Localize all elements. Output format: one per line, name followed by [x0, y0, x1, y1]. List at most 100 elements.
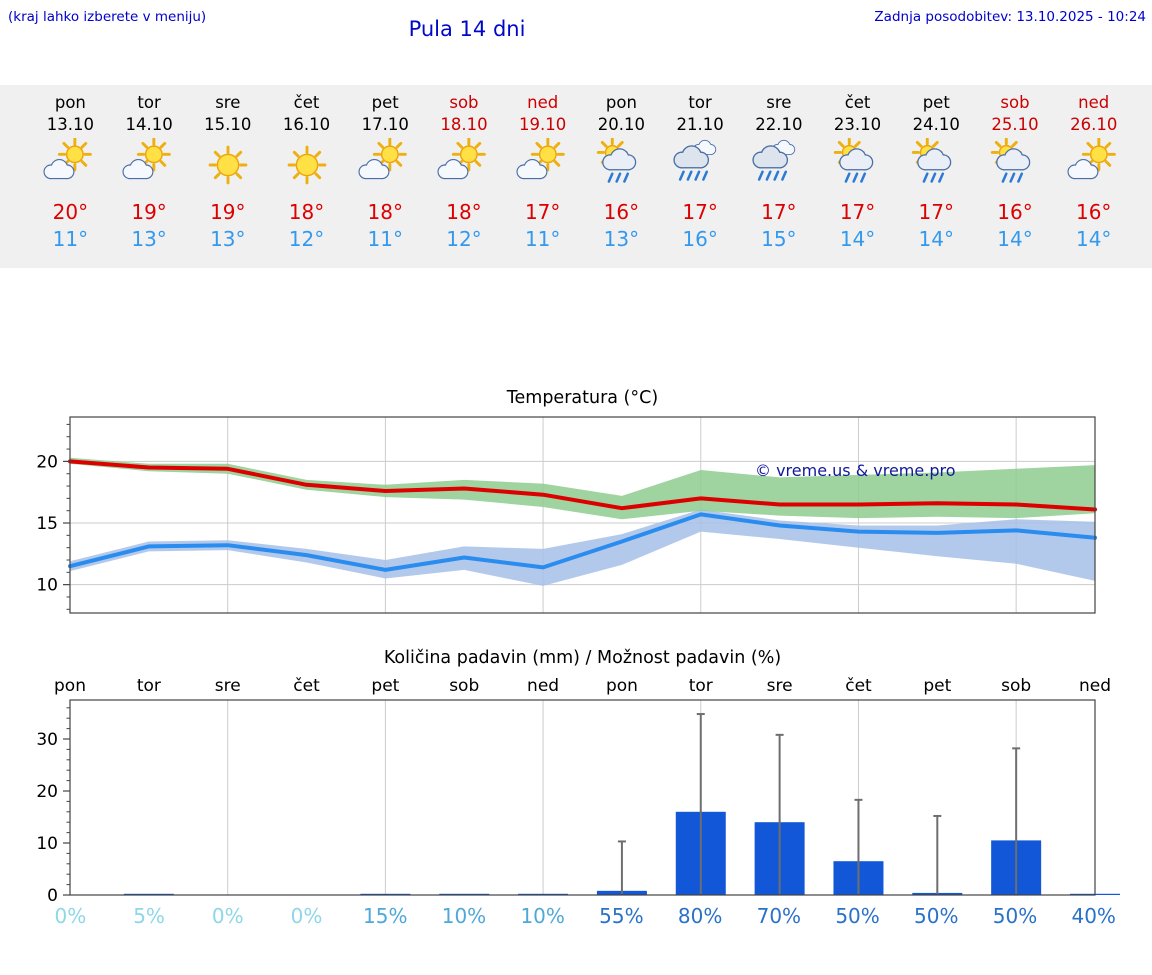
- day-date-label: 20.10: [597, 115, 646, 134]
- day-name-label: sob: [449, 93, 479, 112]
- precip-probability: 10%: [520, 904, 565, 928]
- day-axis-label: tor: [137, 676, 161, 696]
- day-name-label: pon: [54, 93, 86, 112]
- day-name-label: tor: [137, 93, 161, 112]
- high-temp: 17°: [839, 200, 876, 224]
- day-date-label: 17.10: [361, 115, 409, 134]
- low-temp: 12°: [446, 227, 482, 251]
- partly-cloudy-icon: [433, 137, 495, 192]
- day-axis-label: pet: [371, 676, 399, 696]
- low-temp: 16°: [682, 227, 718, 251]
- low-temp: 13°: [131, 227, 167, 251]
- low-temp: 13°: [603, 227, 640, 251]
- precip-probability: 0%: [290, 904, 323, 928]
- precip-probability: 10%: [441, 904, 487, 928]
- forecast-day: sob 18.10 18° 12°: [425, 85, 504, 268]
- rain-icon: [669, 138, 731, 192]
- day-name-label: čet: [844, 93, 871, 112]
- y-tick-label: 10: [36, 834, 58, 854]
- day-date-label: 18.10: [440, 115, 488, 134]
- precip-probability-row: 0% 5% 0% 0% 15% 10% 10% 55% 80% 70% 50% 50% 50% 40%: [31, 902, 1133, 930]
- high-temp: 19°: [210, 200, 246, 224]
- sun-rain-icon: [590, 136, 652, 192]
- high-temp: 18°: [446, 200, 482, 224]
- day-axis-label: tor: [689, 676, 713, 696]
- low-temp: 13°: [210, 227, 246, 251]
- sun-rain-icon: [984, 136, 1046, 192]
- low-temp: 11°: [524, 227, 561, 251]
- y-tick-label: 20: [36, 782, 58, 802]
- forecast-day: sre 15.10 19° 13°: [188, 85, 267, 268]
- y-tick-label: 10: [36, 576, 58, 596]
- forecast-day: pet 24.10 17° 14°: [897, 85, 976, 268]
- high-temp: 18°: [288, 200, 325, 224]
- day-date-label: 24.10: [912, 115, 960, 134]
- precip-probability: 50%: [835, 904, 880, 928]
- day-axis-label: sre: [767, 676, 793, 696]
- temperature-chart: © vreme.us & vreme.pro 10 15 20: [36, 416, 1097, 614]
- forecast-day: tor 14.10 19° 13°: [110, 85, 189, 268]
- y-tick-label: 30: [36, 730, 58, 750]
- partly-cloudy-icon: [354, 137, 416, 192]
- forecast-day: čet 23.10 17° 14°: [818, 85, 897, 268]
- y-tick-label: 0: [47, 886, 58, 902]
- day-date-label: 25.10: [991, 115, 1039, 134]
- day-name-label: čet: [293, 93, 320, 112]
- high-temp: 18°: [367, 200, 403, 224]
- day-axis-label: čet: [293, 676, 320, 696]
- precip-probability: 0%: [54, 904, 87, 928]
- day-axis-label: pon: [54, 676, 86, 696]
- precip-probability: 70%: [756, 904, 802, 928]
- forecast-strip: pon 13.10 20° 11° tor 14.10 19° 13° sre 15.10 19° 1…: [0, 85, 1152, 268]
- low-temp: 14°: [839, 227, 876, 251]
- low-temp: 12°: [288, 227, 325, 251]
- forecast-day: tor 21.10 17° 16°: [661, 85, 740, 268]
- rain-icon: [748, 138, 810, 192]
- temperature-chart-title: Temperatura (°C): [506, 388, 659, 408]
- high-temp: 19°: [131, 200, 167, 224]
- precipitation-chart: pon tor sre čet pet sob ned pon tor sre čet pet sob n…: [36, 676, 1120, 902]
- day-axis-label: sob: [449, 676, 479, 696]
- day-name-label: sre: [766, 93, 792, 112]
- day-name-label: ned: [527, 93, 559, 112]
- sunny-icon: [197, 138, 259, 192]
- day-name-label: sob: [1000, 93, 1030, 112]
- day-axis-label: pet: [923, 676, 951, 696]
- day-date-label: 21.10: [676, 115, 724, 134]
- precip-probability: 0%: [211, 904, 244, 928]
- sun-rain-icon: [827, 136, 889, 192]
- forecast-day: pon 20.10 16° 13°: [582, 85, 661, 268]
- day-name-label: sre: [215, 93, 241, 112]
- day-date-label: 13.10: [46, 115, 94, 134]
- day-axis-label: ned: [1079, 676, 1111, 696]
- low-temp: 11°: [52, 227, 89, 251]
- day-axis-label: pon: [606, 676, 638, 696]
- high-temp: 17°: [524, 200, 561, 224]
- forecast-day: sre 22.10 17° 15°: [739, 85, 818, 268]
- high-temp: 16°: [997, 200, 1033, 224]
- last-update-timestamp: Zadnja posodobitev: 13.10.2025 - 10:24: [874, 9, 1146, 25]
- y-tick-label: 15: [36, 514, 58, 534]
- precip-probability: 40%: [1071, 904, 1116, 928]
- watermark: © vreme.us & vreme.pro: [755, 461, 956, 480]
- day-date-label: 15.10: [204, 115, 252, 134]
- day-date-label: 16.10: [282, 115, 331, 134]
- forecast-day: pet 17.10 18° 11°: [346, 85, 425, 268]
- precip-probability: 55%: [599, 904, 644, 928]
- page-title: Pula 14 dni: [408, 17, 526, 41]
- day-name-label: pon: [605, 93, 637, 112]
- location-menu-hint: (kraj lahko izberete v meniju): [8, 9, 207, 25]
- day-date-label: 26.10: [1070, 115, 1118, 134]
- precip-probability: 50%: [914, 904, 959, 928]
- day-axis-label: ned: [527, 676, 559, 696]
- day-date-label: 23.10: [833, 115, 882, 134]
- forecast-day: čet 16.10 18° 12°: [267, 85, 346, 268]
- y-tick-label: 20: [36, 452, 58, 472]
- precipitation-chart-title: Količina padavin (mm) / Možnost padavin …: [383, 648, 782, 668]
- day-name-label: pet: [922, 93, 950, 112]
- day-date-label: 19.10: [519, 115, 567, 134]
- day-date-label: 14.10: [125, 115, 173, 134]
- day-axis-label: sre: [215, 676, 241, 696]
- day-axis-label: sob: [1001, 676, 1031, 696]
